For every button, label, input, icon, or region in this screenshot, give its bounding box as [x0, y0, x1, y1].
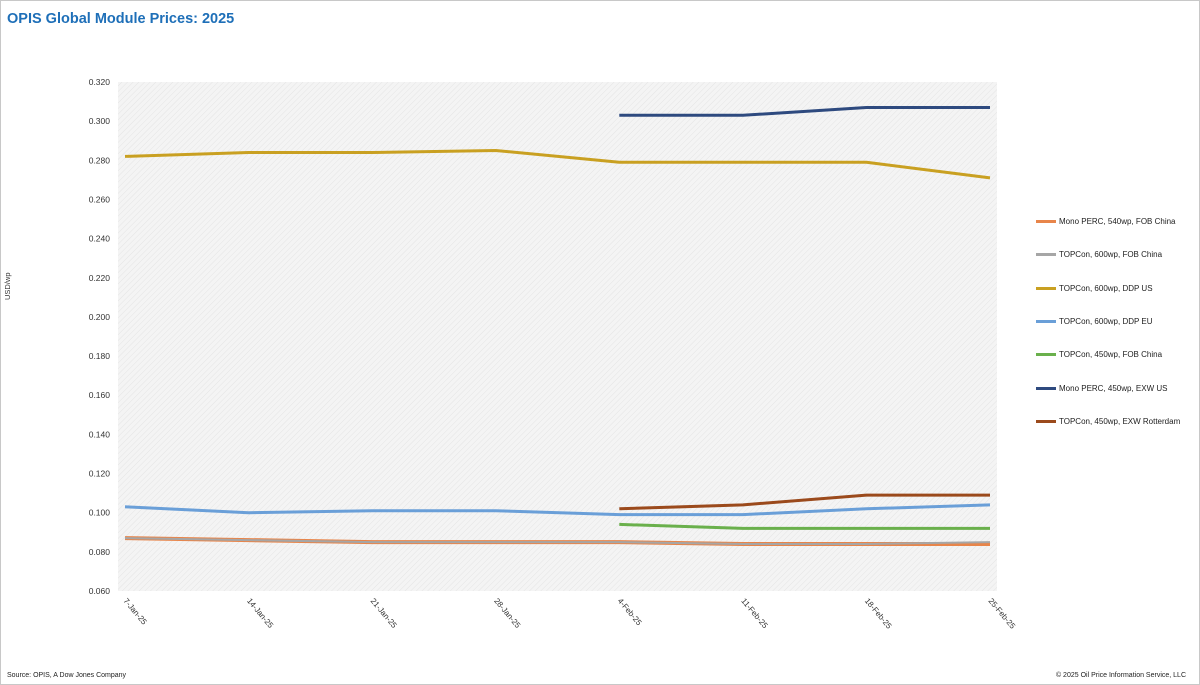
x-tick-label: 4-Feb-25 — [616, 597, 644, 628]
y-tick-label: 0.200 — [89, 312, 111, 322]
y-tick-label: 0.180 — [89, 351, 111, 361]
series-line-3 — [124, 503, 991, 517]
y-tick-label: 0.160 — [89, 390, 111, 400]
x-tick-label: 11-Feb-25 — [739, 597, 770, 631]
y-tick-label: 0.320 — [89, 77, 111, 87]
y-tick-label: 0.240 — [89, 234, 111, 244]
series-lines — [124, 106, 991, 546]
x-tick-label: 21-Jan-25 — [369, 597, 399, 631]
legend-item: TOPCon, 600wp, DDP EU — [1036, 305, 1196, 338]
legend-label: Mono PERC, 450wp, EXW US — [1059, 383, 1168, 393]
x-tick-label: 14-Jan-25 — [245, 597, 275, 631]
legend-swatch — [1036, 320, 1056, 324]
legend-swatch — [1036, 220, 1056, 224]
legend-label: TOPCon, 600wp, DDP EU — [1059, 317, 1153, 327]
series-line-5 — [619, 106, 990, 117]
x-tick-label: 25-Feb-25 — [986, 597, 1017, 631]
legend-swatch — [1036, 419, 1056, 423]
x-tick-label: 18-Feb-25 — [863, 597, 894, 631]
legend-label: TOPCon, 450wp, FOB China — [1059, 350, 1163, 360]
legend-swatch — [1036, 353, 1056, 357]
y-tick-label: 0.280 — [89, 155, 111, 165]
legend-swatch — [1036, 386, 1056, 390]
legend-item: Mono PERC, 450wp, EXW US — [1036, 371, 1196, 404]
y-tick-label: 0.100 — [89, 508, 111, 518]
series-line-1 — [124, 537, 991, 545]
x-tick-label: 7-Jan-25 — [121, 597, 149, 627]
series-line-2 — [124, 149, 991, 180]
chart-title: OPIS Global Module Prices: 2025 — [7, 11, 235, 27]
copyright-note: © 2025 Oil Price Information Service, LL… — [1055, 672, 1186, 679]
legend-label: Mono PERC, 540wp, FOB China — [1059, 217, 1176, 227]
x-tick-label: 28-Jan-25 — [492, 597, 522, 631]
y-axis: 0.060 0.080 0.100 0.120 0.140 0.160 0.180 0.200… — [89, 77, 111, 596]
legend-item: Mono PERC, 540wp, FOB China — [1036, 205, 1196, 238]
legend-item: TOPCon, 450wp, FOB China — [1036, 338, 1196, 371]
series-line-6 — [619, 493, 990, 511]
series-line-4 — [619, 522, 990, 530]
y-tick-label: 0.220 — [89, 273, 111, 283]
x-axis: 7-Jan-25 14-Jan-25 21-Jan-25 28-Jan-25 4-Feb… — [121, 597, 1017, 631]
legend-swatch — [1036, 253, 1056, 257]
y-tick-label: 0.140 — [89, 429, 111, 439]
y-tick-label: 0.060 — [89, 586, 111, 596]
legend-label: TOPCon, 600wp, DDP US — [1059, 283, 1153, 293]
plot-area — [118, 82, 997, 591]
legend: Mono PERC, 540wp, FOB China TOPCon, 600wp… — [1036, 205, 1196, 438]
y-tick-label: 0.120 — [89, 469, 111, 479]
legend-label: TOPCon, 600wp, FOB China — [1059, 250, 1163, 260]
source-note: Source: OPIS, A Dow Jones Company — [7, 672, 127, 679]
y-tick-label: 0.260 — [89, 194, 111, 204]
legend-label: TOPCon, 450wp, EXW Rotterdam — [1059, 416, 1181, 426]
legend-item: TOPCon, 600wp, FOB China — [1036, 238, 1196, 271]
legend-item: TOPCon, 450wp, EXW Rotterdam — [1036, 405, 1196, 438]
legend-swatch — [1036, 286, 1056, 290]
y-tick-label: 0.300 — [89, 116, 111, 126]
legend-item: TOPCon, 600wp, DDP US — [1036, 272, 1196, 305]
y-tick-label: 0.080 — [89, 547, 111, 557]
